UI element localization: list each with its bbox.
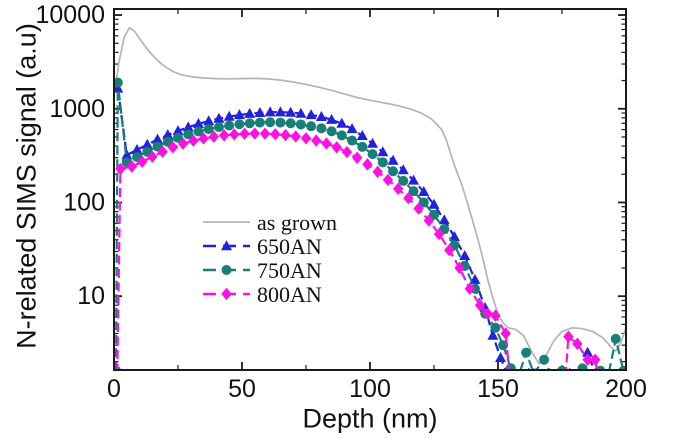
x-tick-label: 50 — [228, 375, 256, 403]
y-tick-labels: 10 100 1000 10000 — [35, 1, 105, 310]
plot-frame — [113, 8, 627, 371]
x-tick-label: 100 — [349, 375, 391, 403]
series-markers — [115, 82, 597, 369]
x-axis-label: Depth (nm) — [302, 403, 438, 434]
axis-ticks — [113, 9, 627, 370]
legend-label: as grown — [257, 210, 337, 235]
y-axis-label: N-related SIMS signal (a.u) — [11, 23, 42, 349]
y-tick-label: 10 — [77, 282, 105, 310]
y-tick-label: 10000 — [35, 1, 105, 29]
series-as-grown — [115, 26, 625, 365]
series-650AN — [115, 82, 597, 369]
legend-label: 750AN — [257, 258, 322, 283]
x-tick-label: 200 — [605, 375, 647, 403]
y-tick-label: 100 — [63, 188, 105, 216]
legend-entry-650AN: 650AN — [203, 234, 322, 259]
series-750AN — [115, 77, 625, 369]
legend-label: 650AN — [257, 234, 322, 259]
legend-entry-800AN: 800AN — [203, 282, 322, 307]
x-tick-label: 0 — [107, 375, 121, 403]
series-line — [115, 26, 625, 365]
x-tick-labels: 0 50 100 150 200 — [107, 375, 647, 403]
legend-label: 800AN — [257, 282, 322, 307]
series-800AN — [115, 127, 601, 369]
legend-entry-750AN: 750AN — [203, 258, 322, 283]
legend-entry-as-grown: as grown — [203, 210, 337, 235]
series-markers — [115, 127, 601, 366]
x-tick-label: 150 — [477, 375, 519, 403]
series-markers — [115, 77, 625, 369]
y-tick-label: 1000 — [49, 95, 105, 123]
